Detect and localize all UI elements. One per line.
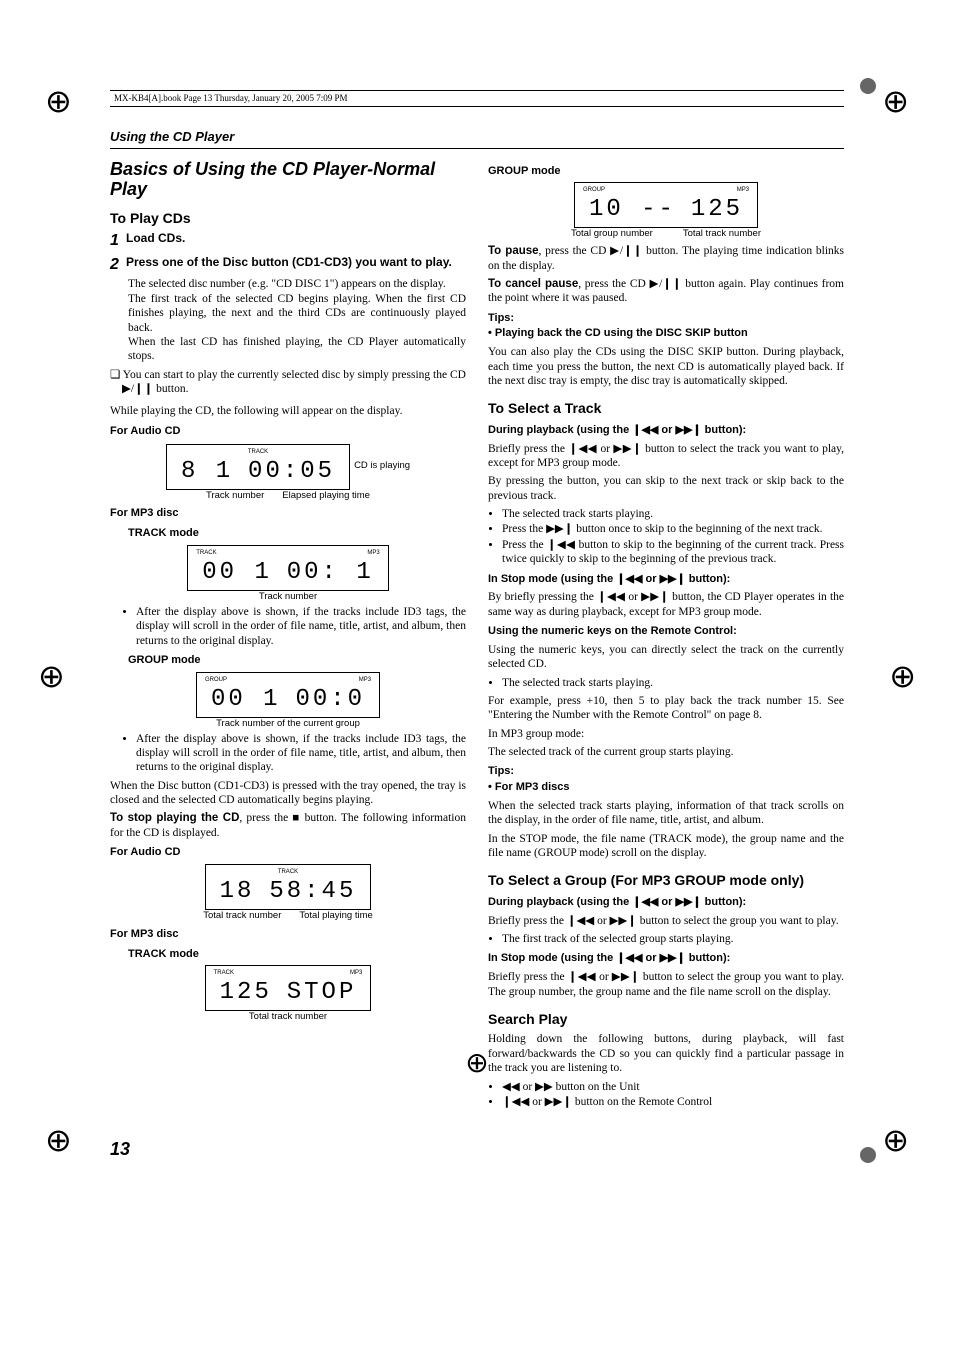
body-text: By briefly pressing the ❙◀◀ or ▶▶❙ butto… — [488, 590, 844, 619]
label-audio-cd: For Audio CD — [110, 846, 466, 860]
crop-mark-icon: ⊕ — [889, 660, 916, 692]
display-illustration: TRACK 18 58:45 Total track number Total … — [110, 864, 466, 922]
display-illustration: TRACKMP3 125 STOP Total track number — [110, 965, 466, 1023]
page-number: 13 — [110, 1138, 844, 1161]
registration-dot-icon — [860, 78, 876, 94]
crop-mark-icon: ⊕ — [45, 85, 72, 117]
body-text: Holding down the following buttons, duri… — [488, 1032, 844, 1075]
bullet-text: The first track of the selected group st… — [502, 932, 844, 946]
subheading: In Stop mode (using the ❙◀◀ or ▶▶❙ butto… — [488, 573, 844, 587]
page-title: Basics of Using the CD Player-Normal Pla… — [110, 159, 466, 200]
body-text: To cancel pause, press the CD ▶/❙❙ butto… — [488, 277, 844, 306]
bullet-text: Press the ❙◀◀ button to skip to the begi… — [502, 538, 844, 567]
heading-select-group: To Select a Group (For MP3 GROUP mode on… — [488, 872, 844, 890]
subheading: Using the numeric keys on the Remote Con… — [488, 625, 844, 639]
body-text: Using the numeric keys, you can directly… — [488, 643, 844, 672]
section-header: Using the CD Player — [110, 129, 844, 148]
body-text: Briefly press the ❙◀◀ or ▶▶❙ button to s… — [488, 914, 844, 928]
body-text: To stop playing the CD, press the ■ butt… — [110, 811, 466, 840]
label-track-mode: TRACK mode — [128, 948, 466, 962]
left-column: Basics of Using the CD Player-Normal Pla… — [110, 159, 466, 1111]
body-text: When the selected track starts playing, … — [488, 799, 844, 828]
note-text: ❏ You can start to play the currently se… — [110, 368, 466, 397]
subheading: In Stop mode (using the ❙◀◀ or ▶▶❙ butto… — [488, 952, 844, 966]
tip-heading: • For MP3 discs — [488, 781, 844, 795]
label-track-mode: TRACK mode — [128, 527, 466, 541]
body-text: The selected track of the current group … — [488, 745, 844, 759]
crop-mark-icon: ⊕ — [38, 660, 65, 692]
bullet-text: The selected track starts playing. — [502, 507, 844, 521]
display-illustration: TRACK 8 1 00:05 CD is playing Track numb… — [110, 443, 466, 502]
document-meta: MX-KB4[A].book Page 13 Thursday, January… — [110, 90, 844, 107]
heading-search-play: Search Play — [488, 1011, 844, 1029]
crop-mark-icon: ⊕ — [882, 85, 909, 117]
body-text: While playing the CD, the following will… — [110, 404, 466, 418]
heading-select-track: To Select a Track — [488, 400, 844, 418]
bullet-text: After the display above is shown, if the… — [136, 732, 466, 775]
label-mp3: For MP3 disc — [110, 928, 466, 942]
bullet-text: The selected track starts playing. — [502, 676, 844, 690]
display-illustration: GROUPMP3 00 1 00:0 Track number of the c… — [110, 672, 466, 730]
body-text: Briefly press the ❙◀◀ or ▶▶❙ button to s… — [488, 970, 844, 999]
display-illustration: TRACKMP3 00 1 00: 1 Track number — [110, 545, 466, 603]
step-number: 1 — [110, 231, 126, 251]
tips-label: Tips: — [488, 312, 844, 326]
step-2-text: Press one of the Disc button (CD1-CD3) y… — [126, 255, 452, 269]
subheading: During playback (using the ❙◀◀ or ▶▶❙ bu… — [488, 424, 844, 438]
label-group-mode: GROUP mode — [128, 654, 466, 668]
body-text: In MP3 group mode: — [488, 727, 844, 741]
tip-heading: • Playing back the CD using the DISC SKI… — [488, 327, 844, 341]
body-text: The selected disc number (e.g. "CD DISC … — [128, 277, 466, 291]
label-mp3: For MP3 disc — [110, 507, 466, 521]
body-text: By pressing the button, you can skip to … — [488, 474, 844, 503]
body-text: Briefly press the ❙◀◀ or ▶▶❙ button to s… — [488, 442, 844, 471]
bullet-text: ◀◀ or ▶▶ button on the Unit — [502, 1080, 844, 1094]
bullet-text: Press the ▶▶❙ button once to skip to the… — [502, 522, 844, 536]
body-text: You can also play the CDs using the DISC… — [488, 345, 844, 388]
label-audio-cd: For Audio CD — [110, 425, 466, 439]
body-text: When the Disc button (CD1-CD3) is presse… — [110, 779, 466, 808]
body-text: In the STOP mode, the file name (TRACK m… — [488, 832, 844, 861]
registration-dot-icon — [860, 1147, 876, 1163]
right-column: GROUP mode GROUPMP3 10 -- 125 Total grou… — [488, 159, 844, 1111]
crop-mark-icon: ⊕ — [465, 1046, 488, 1081]
crop-mark-icon: ⊕ — [882, 1124, 909, 1156]
subheading: During playback (using the ❙◀◀ or ▶▶❙ bu… — [488, 896, 844, 910]
body-text: To pause, press the CD ▶/❙❙ button. The … — [488, 244, 844, 273]
heading-to-play: To Play CDs — [110, 210, 466, 228]
body-text: When the last CD has finished playing, t… — [128, 335, 466, 364]
label-group-mode: GROUP mode — [488, 165, 844, 179]
bullet-text: ❙◀◀ or ▶▶❙ button on the Remote Control — [502, 1095, 844, 1109]
tips-label: Tips: — [488, 765, 844, 779]
body-text: The first track of the selected CD begin… — [128, 292, 466, 335]
bullet-text: After the display above is shown, if the… — [136, 605, 466, 648]
crop-mark-icon: ⊕ — [45, 1124, 72, 1156]
step-number: 2 — [110, 255, 126, 275]
body-text: For example, press +10, then 5 to play b… — [488, 694, 844, 723]
display-illustration: GROUPMP3 10 -- 125 Total group number To… — [488, 182, 844, 240]
step-1-text: Load CDs. — [126, 231, 185, 245]
